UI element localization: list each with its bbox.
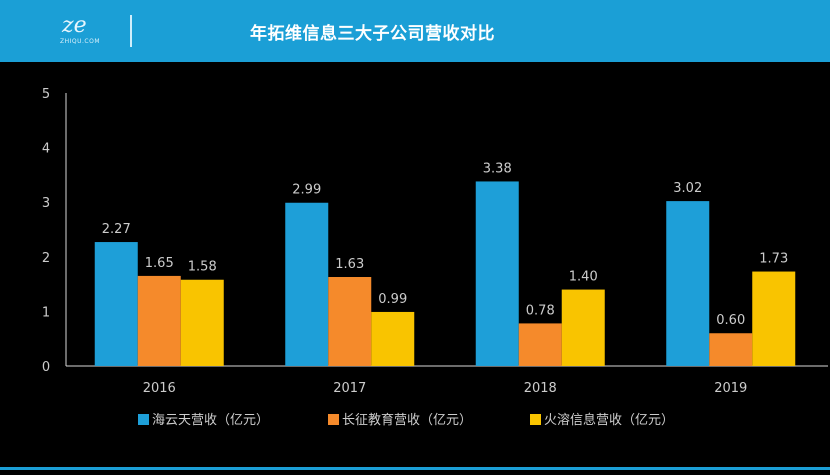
bar: [475, 181, 519, 366]
bar-chart: 0 1 2 3 4 5 2.27 1.65 1.58 2016 2.99 1.63 0.99 2017 3.…: [42, 87, 828, 428]
header-divider: [130, 15, 132, 47]
bar: [561, 289, 605, 366]
bar: [518, 323, 562, 366]
legend-swatch: [530, 414, 541, 425]
data-label: 1.58: [188, 260, 217, 275]
bar: [752, 271, 796, 366]
data-label: 1.65: [145, 256, 174, 271]
data-label: 2.99: [292, 183, 321, 198]
bar: [666, 201, 710, 366]
header-bar: ze ZHIQU.COM 年拓维信息三大子公司营收对比: [0, 0, 830, 62]
data-label: 2.27: [102, 222, 131, 237]
bar: [328, 277, 372, 366]
page-title: 年拓维信息三大子公司营收对比: [250, 24, 495, 44]
y-tick-label: 5: [42, 87, 50, 102]
data-label: 3.02: [673, 181, 702, 196]
data-label: 0.60: [716, 313, 745, 328]
legend-swatch: [138, 414, 149, 425]
legend-label: 海云天营收（亿元）: [152, 413, 269, 428]
y-tick-label: 3: [42, 196, 50, 211]
legend-label: 长征教育营收（亿元）: [342, 412, 472, 428]
bar: [371, 311, 415, 366]
logo-mark: ze: [62, 13, 87, 38]
bar: [180, 279, 224, 366]
x-tick-label: 2018: [524, 381, 557, 396]
y-tick-label: 2: [42, 251, 50, 266]
legend-swatch: [328, 414, 339, 425]
chart-area: 0 1 2 3 4 5 2.27 1.65 1.58 2016 2.99 1.63 0.99 2017 3.…: [0, 62, 830, 467]
x-tick-label: 2017: [333, 381, 366, 396]
x-tick-label: 2016: [143, 381, 176, 396]
bar: [94, 242, 138, 366]
bar: [709, 333, 753, 366]
data-label: 3.38: [483, 161, 512, 176]
data-label: 1.73: [759, 252, 788, 267]
company-logo: ze ZHIQU.COM: [56, 14, 116, 48]
data-label: 0.99: [378, 292, 407, 307]
legend-label: 火溶信息营收（亿元）: [544, 412, 674, 428]
bar: [285, 202, 329, 366]
bar: [137, 275, 181, 366]
y-tick-label: 0: [42, 360, 50, 375]
data-label: 1.40: [569, 270, 598, 285]
logo-subtext: ZHIQU.COM: [60, 38, 101, 45]
footer-line: [0, 467, 830, 470]
y-tick-label: 1: [42, 305, 50, 320]
x-tick-label: 2019: [714, 381, 747, 396]
data-label: 1.63: [335, 257, 364, 272]
y-tick-label: 4: [42, 142, 50, 157]
data-label: 0.78: [526, 303, 555, 318]
